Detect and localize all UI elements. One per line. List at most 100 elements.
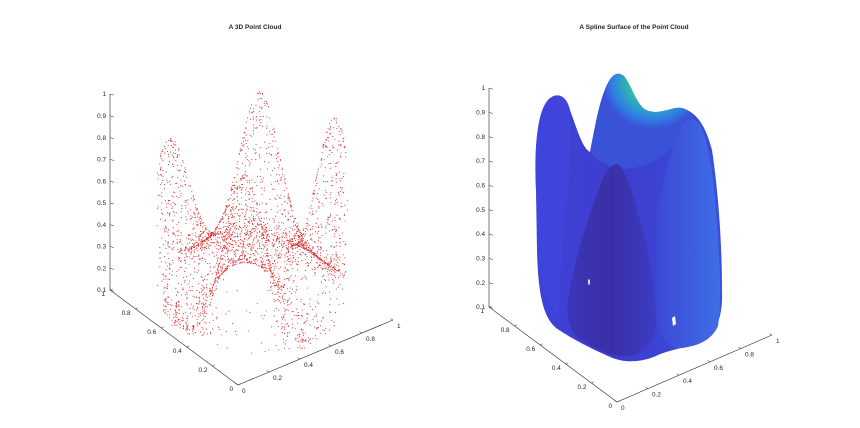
point (298, 242, 300, 245)
point (216, 271, 218, 273)
point (161, 280, 163, 282)
point (199, 235, 201, 237)
point (274, 293, 276, 295)
point (291, 240, 293, 243)
point (281, 236, 283, 238)
point (207, 273, 209, 275)
point (214, 234, 216, 236)
point (240, 259, 242, 261)
point (273, 310, 275, 312)
point (284, 237, 286, 239)
point (300, 301, 302, 303)
point (266, 241, 268, 244)
point (232, 192, 234, 194)
point (273, 300, 275, 302)
point (289, 290, 291, 293)
point (163, 299, 165, 301)
point (216, 316, 218, 318)
point (201, 219, 203, 221)
point (272, 140, 274, 142)
point (171, 144, 173, 146)
point (222, 279, 225, 281)
point (227, 233, 229, 235)
point (229, 246, 231, 248)
point (226, 267, 228, 269)
point (296, 226, 298, 228)
point (249, 162, 251, 164)
point (341, 129, 343, 131)
point (314, 315, 316, 317)
point (342, 263, 344, 265)
point (228, 234, 230, 236)
point (330, 311, 332, 313)
point (185, 207, 187, 209)
point (323, 261, 325, 263)
point (272, 273, 274, 275)
y-tick-mark (109, 288, 113, 291)
point (232, 203, 234, 205)
point (266, 259, 268, 262)
point (176, 242, 178, 244)
point (287, 258, 289, 261)
point (167, 296, 170, 298)
point (231, 257, 233, 260)
point (322, 205, 324, 207)
point (202, 305, 204, 308)
point (173, 313, 175, 315)
point (306, 240, 308, 242)
point (221, 272, 224, 274)
point (269, 266, 271, 268)
point (277, 325, 279, 328)
point (247, 117, 249, 119)
point (310, 248, 312, 250)
point (304, 244, 306, 246)
point (324, 262, 326, 264)
point (306, 287, 308, 289)
point (226, 269, 228, 271)
point (159, 174, 161, 176)
point (178, 241, 180, 243)
point (317, 198, 319, 200)
point (185, 255, 187, 257)
surface-hole (588, 279, 590, 285)
point (181, 205, 183, 207)
point (242, 253, 244, 255)
point (303, 303, 305, 305)
point (183, 281, 185, 283)
point (222, 271, 224, 274)
point (239, 246, 241, 248)
point (160, 208, 163, 210)
point (242, 245, 244, 248)
point (205, 245, 207, 247)
point (266, 252, 269, 254)
chart-title: A 3D Point Cloud (229, 24, 282, 31)
point (209, 293, 211, 295)
point (260, 217, 263, 220)
point (257, 99, 259, 101)
point (308, 263, 310, 265)
point (268, 255, 270, 257)
point (245, 251, 247, 253)
point (227, 204, 229, 207)
point (243, 240, 245, 242)
point (248, 110, 250, 112)
point (172, 196, 174, 198)
point (267, 265, 270, 267)
point (204, 321, 206, 323)
y-tick-mark (212, 364, 216, 367)
point (210, 302, 212, 304)
point (205, 228, 207, 230)
point (285, 235, 287, 237)
point (254, 181, 256, 184)
point (234, 177, 236, 179)
point (211, 288, 213, 290)
point (176, 270, 178, 272)
point (193, 325, 195, 327)
point (324, 145, 327, 147)
point (344, 272, 346, 274)
point (320, 259, 322, 261)
point (346, 199, 348, 201)
point (337, 258, 339, 260)
point (326, 181, 329, 183)
point (239, 178, 241, 180)
